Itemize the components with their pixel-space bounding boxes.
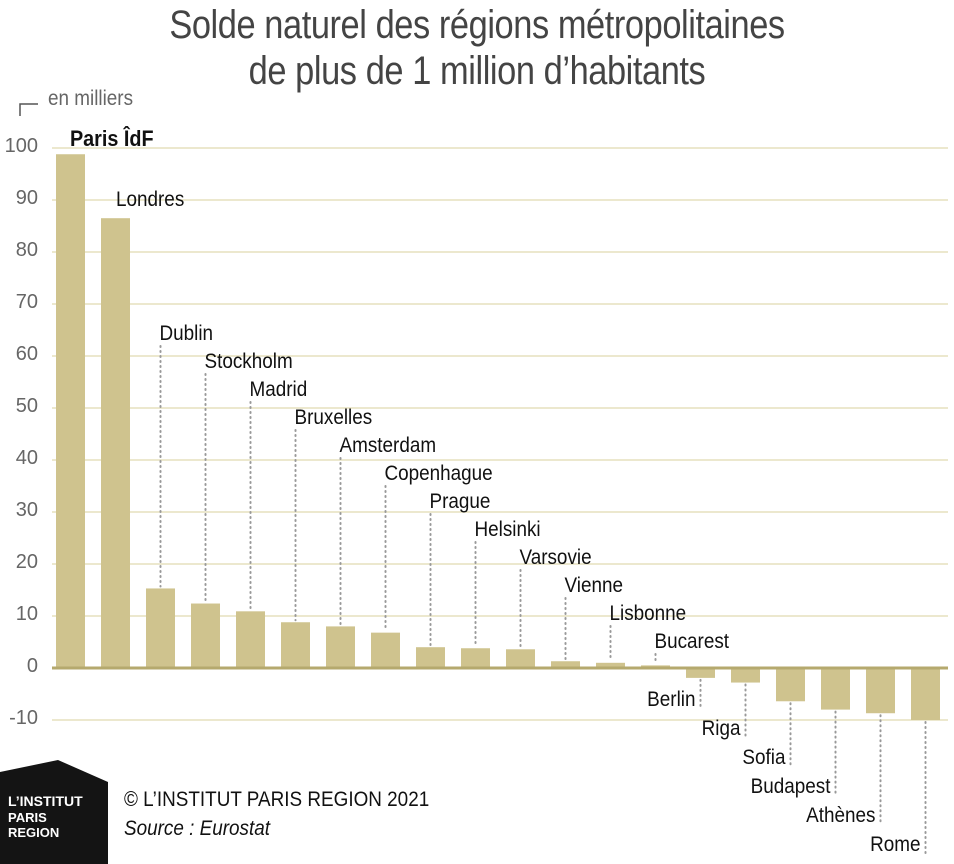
category-label: Riga bbox=[702, 717, 742, 740]
category-label: Dublin bbox=[160, 322, 214, 345]
category-label: Helsinki bbox=[475, 518, 541, 541]
y-tick-label: 60 bbox=[16, 343, 38, 365]
category-label: Bruxelles bbox=[295, 406, 373, 429]
data-source: Source : Eurostat bbox=[124, 817, 271, 840]
logo-line-2: PARIS bbox=[8, 810, 47, 825]
y-tick-label: 30 bbox=[16, 499, 38, 521]
bar bbox=[866, 668, 895, 714]
bar bbox=[551, 661, 580, 668]
y-tick-label: 50 bbox=[16, 395, 38, 417]
chart-title-line-1: Solde naturel des régions métropolitaine… bbox=[169, 3, 785, 47]
category-label: Berlin bbox=[647, 688, 695, 711]
category-label: Rome bbox=[870, 833, 920, 856]
category-label: Varsovie bbox=[520, 546, 592, 569]
bar bbox=[326, 626, 355, 668]
copyright-credit: © L’INSTITUT PARIS REGION 2021 bbox=[124, 788, 430, 811]
bar bbox=[146, 588, 175, 668]
y-tick-label: 0 bbox=[27, 655, 38, 677]
leader-lines bbox=[159, 345, 927, 854]
bar bbox=[776, 668, 805, 702]
category-label: Londres bbox=[116, 188, 184, 211]
bars bbox=[56, 154, 940, 720]
category-labels: Paris ÎdF Londres Dublin Stockholm Madrid Bru… bbox=[70, 126, 921, 856]
y-tick-label: 70 bbox=[16, 291, 38, 313]
category-label: Lisbonne bbox=[610, 602, 687, 625]
category-label: Athènes bbox=[806, 804, 875, 827]
y-tick-label: 10 bbox=[16, 603, 38, 625]
bar bbox=[731, 668, 760, 683]
category-label: Vienne bbox=[565, 574, 623, 597]
category-label: Sofia bbox=[742, 746, 786, 769]
bar bbox=[416, 647, 445, 668]
bar bbox=[686, 668, 715, 678]
category-label: Copenhague bbox=[385, 462, 493, 485]
bar bbox=[821, 668, 850, 710]
logo-line-1: L’INSTITUT bbox=[8, 793, 83, 809]
y-tick-label: 90 bbox=[16, 187, 38, 209]
category-label: Budapest bbox=[751, 775, 831, 798]
chart-title: Solde naturel des régions métropolitaine… bbox=[67, 2, 887, 94]
category-label: Paris ÎdF bbox=[70, 126, 154, 151]
logo-line-3: REGION bbox=[8, 825, 59, 840]
bar bbox=[461, 648, 490, 668]
bar bbox=[596, 662, 625, 668]
category-label: Amsterdam bbox=[340, 434, 437, 457]
y-axis-unit-bracket bbox=[19, 103, 38, 116]
category-label: Madrid bbox=[250, 378, 308, 401]
category-label: Prague bbox=[430, 490, 491, 513]
bar bbox=[371, 632, 400, 668]
y-tick-label: -10 bbox=[9, 707, 38, 729]
bar bbox=[101, 218, 130, 668]
bar bbox=[191, 603, 220, 668]
y-tick-label: 80 bbox=[16, 239, 38, 261]
bar bbox=[506, 649, 535, 668]
bar bbox=[56, 154, 85, 669]
bar bbox=[236, 611, 265, 668]
category-label: Bucarest bbox=[655, 630, 730, 653]
gridlines bbox=[52, 147, 948, 721]
y-tick-label: 40 bbox=[16, 447, 38, 469]
bar bbox=[281, 622, 310, 668]
y-tick-label: 20 bbox=[16, 551, 38, 573]
category-label: Stockholm bbox=[205, 350, 293, 373]
chart-title-line-2: de plus de 1 million d’habitants bbox=[248, 49, 706, 93]
bar bbox=[911, 668, 940, 720]
y-tick-label: 100 bbox=[5, 135, 38, 157]
institut-logo: L’INSTITUT PARIS REGION bbox=[0, 760, 108, 864]
y-axis-label: en milliers bbox=[48, 87, 133, 110]
